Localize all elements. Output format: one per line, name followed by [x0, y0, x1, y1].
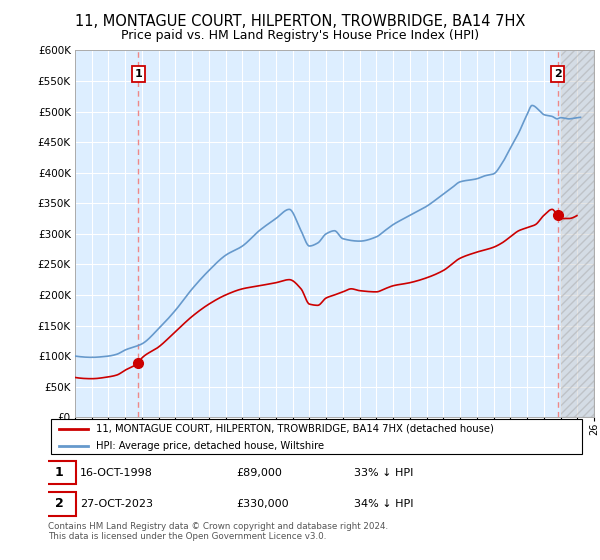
- Text: Contains HM Land Registry data © Crown copyright and database right 2024.
This d: Contains HM Land Registry data © Crown c…: [48, 522, 388, 542]
- Text: 1: 1: [134, 69, 142, 80]
- Bar: [560, 50, 594, 417]
- FancyBboxPatch shape: [50, 419, 583, 455]
- Text: 2: 2: [55, 497, 64, 510]
- FancyBboxPatch shape: [43, 461, 76, 484]
- Text: 34% ↓ HPI: 34% ↓ HPI: [354, 499, 413, 509]
- FancyBboxPatch shape: [43, 492, 76, 516]
- Text: 2: 2: [554, 69, 562, 80]
- Text: 11, MONTAGUE COURT, HILPERTON, TROWBRIDGE, BA14 7HX (detached house): 11, MONTAGUE COURT, HILPERTON, TROWBRIDG…: [97, 424, 494, 434]
- Text: 1: 1: [55, 466, 64, 479]
- Text: 33% ↓ HPI: 33% ↓ HPI: [354, 468, 413, 478]
- Text: 27-OCT-2023: 27-OCT-2023: [80, 499, 153, 509]
- Text: HPI: Average price, detached house, Wiltshire: HPI: Average price, detached house, Wilt…: [97, 441, 325, 451]
- Text: Price paid vs. HM Land Registry's House Price Index (HPI): Price paid vs. HM Land Registry's House …: [121, 29, 479, 42]
- Text: 11, MONTAGUE COURT, HILPERTON, TROWBRIDGE, BA14 7HX: 11, MONTAGUE COURT, HILPERTON, TROWBRIDG…: [75, 14, 525, 29]
- Text: 16-OCT-1998: 16-OCT-1998: [80, 468, 153, 478]
- Text: £89,000: £89,000: [236, 468, 282, 478]
- Text: £330,000: £330,000: [236, 499, 289, 509]
